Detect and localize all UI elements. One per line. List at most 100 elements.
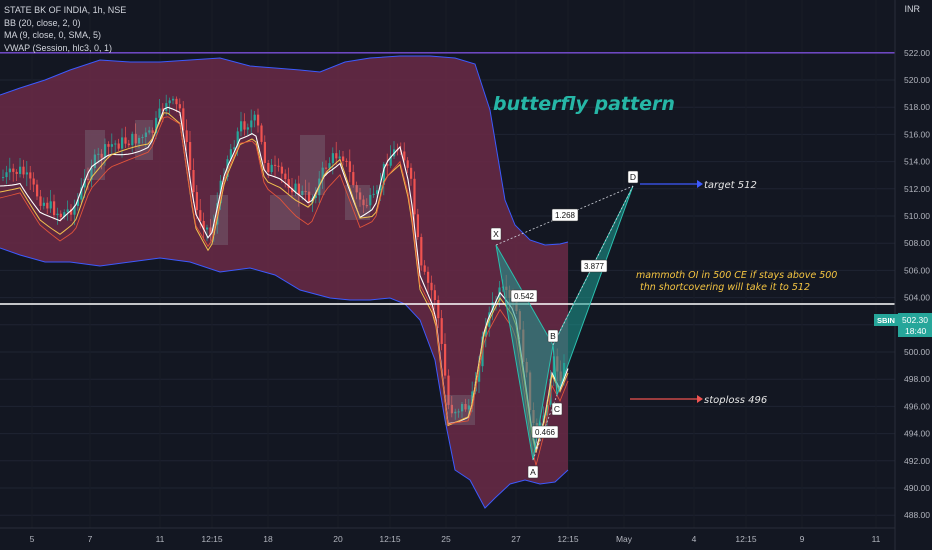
candle-body	[314, 195, 317, 198]
candle-body	[369, 194, 372, 206]
candle-body	[277, 165, 280, 167]
candle-body	[280, 166, 283, 174]
candle-body	[22, 166, 25, 175]
candle-body	[321, 167, 324, 179]
legend-vwap[interactable]: VWAP (Session, hlc3, 0, 1)	[4, 42, 113, 53]
price-tick-label: 494.00	[904, 429, 930, 439]
target-arrow-head[interactable]	[697, 180, 703, 188]
candle-body	[328, 163, 331, 169]
candle-body	[440, 318, 443, 344]
candle-body	[73, 206, 76, 215]
pattern-point-b-box[interactable]	[547, 329, 559, 343]
candle-body	[192, 169, 195, 193]
legend-symbol[interactable]: STATE BK OF INDIA, 1h, NSE	[4, 5, 127, 15]
candle-body	[260, 125, 263, 142]
annotation-note-line2[interactable]: thn shortcovering will take it to 512	[640, 282, 810, 293]
candle-body	[165, 103, 168, 111]
pattern-point-c-box[interactable]	[551, 402, 563, 416]
candle-body	[464, 404, 467, 410]
candle-body	[56, 213, 59, 216]
candle-body	[104, 144, 107, 158]
price-tick-label: 522.00	[904, 48, 930, 58]
price-tick-label: 488.00	[904, 510, 930, 520]
candle-body	[484, 326, 487, 337]
candle-body	[342, 156, 345, 161]
price-tick-label: 500.00	[904, 347, 930, 357]
candle-body	[348, 161, 351, 173]
candle-body	[457, 411, 460, 413]
candle-body	[437, 300, 440, 319]
candle-body	[127, 143, 130, 146]
legend-ma[interactable]: MA (9, close, 0, SMA, 5)	[4, 30, 102, 40]
pattern-point-x-box[interactable]	[490, 227, 502, 241]
pattern-point-d-box[interactable]	[627, 170, 639, 184]
pattern-point-d[interactable]: D	[630, 172, 636, 182]
candle-body	[250, 120, 253, 128]
candle-body	[161, 108, 164, 111]
candle-body	[243, 121, 246, 130]
candle-body	[155, 117, 158, 134]
candle-body	[467, 405, 470, 410]
candle-body	[178, 104, 181, 109]
candle-body	[29, 172, 32, 179]
price-badge[interactable]	[898, 313, 932, 337]
time-tick-label: 18	[263, 534, 273, 544]
candle-body	[49, 201, 52, 209]
butterfly-pattern[interactable]: X A B C D 0.542 0.466 1.268 3.877	[490, 170, 639, 479]
price-badge-time: 18:40	[905, 326, 927, 336]
candle-body	[209, 227, 212, 235]
symbol-badge-text: SBIN	[877, 316, 895, 325]
time-tick-label: 27	[511, 534, 521, 544]
candle-body	[406, 160, 409, 168]
candle-body	[331, 153, 334, 164]
stoploss-label[interactable]: stoploss 496	[704, 395, 767, 406]
time-tick-label: 12:15	[379, 534, 401, 544]
target-label[interactable]: target 512	[704, 180, 757, 191]
pattern-point-b[interactable]: B	[550, 331, 556, 341]
candle-body	[158, 108, 161, 118]
symbol-badge	[874, 314, 898, 326]
bollinger-bands	[0, 55, 569, 509]
time-tick-label: 25	[441, 534, 451, 544]
candle-body	[416, 214, 419, 238]
candle-body	[403, 151, 406, 161]
candle-body	[87, 178, 90, 180]
candle-body	[42, 202, 45, 206]
candle-body	[294, 183, 297, 193]
candle-body	[141, 136, 144, 138]
time-tick-label: 12:15	[557, 534, 579, 544]
annotation-title[interactable]: butterfly pattern	[493, 93, 675, 115]
candle-body	[325, 167, 328, 169]
candle-body	[206, 227, 209, 230]
annotation-note-line1[interactable]: mammoth OI in 500 CE if stays above 500	[636, 270, 837, 281]
candle-body	[444, 343, 447, 376]
candle-body	[25, 172, 28, 175]
candle-body	[107, 144, 110, 147]
candle-body	[284, 173, 287, 180]
time-tick-label: 12:15	[201, 534, 223, 544]
pattern-point-a-box[interactable]	[527, 465, 539, 479]
candle-body	[410, 167, 413, 179]
candle-body	[240, 121, 243, 132]
candle-body	[148, 130, 151, 133]
price-tick-label: 512.00	[904, 184, 930, 194]
volume-shadow-box	[300, 135, 325, 195]
vwap-line	[0, 112, 569, 453]
candle-body	[15, 171, 18, 174]
ratio-ac-label: 0.466	[535, 428, 556, 437]
volume-shadow-box	[270, 195, 300, 230]
candle-body	[172, 98, 175, 101]
candle-body	[114, 143, 117, 145]
pattern-point-c[interactable]: C	[554, 404, 560, 414]
candle-body	[263, 141, 266, 163]
candle-body	[236, 131, 239, 148]
bb-basis-line	[0, 116, 569, 466]
pattern-point-a[interactable]: A	[530, 467, 536, 477]
stoploss-arrow-head[interactable]	[697, 395, 703, 403]
candle-body	[246, 127, 249, 130]
legend-bb[interactable]: BB (20, close, 2, 0)	[4, 17, 81, 28]
candle-body	[66, 209, 69, 213]
pattern-point-x[interactable]: X	[493, 229, 499, 239]
